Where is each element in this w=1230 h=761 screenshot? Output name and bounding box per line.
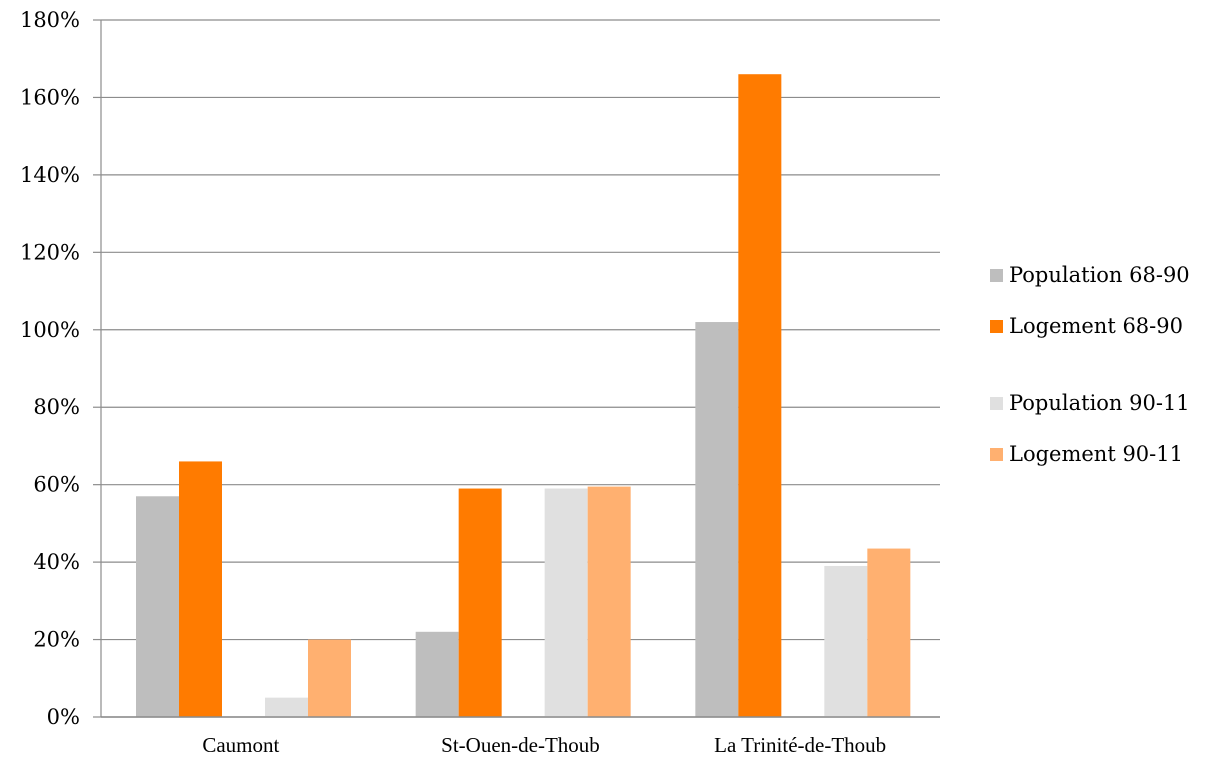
y-tick-label: 60%	[33, 473, 80, 497]
y-tick-label: 80%	[33, 395, 80, 419]
legend-label: Logement 90-11	[1009, 442, 1183, 466]
legend-swatch	[990, 319, 1003, 333]
bar	[179, 461, 222, 717]
bar	[308, 639, 351, 717]
bar	[738, 74, 782, 717]
legend-swatch	[990, 447, 1003, 461]
legend-label: Population 68-90	[1009, 263, 1190, 287]
bar	[824, 565, 868, 717]
legend-item-logement-90-11: Logement 90-11	[990, 441, 1190, 467]
bar	[544, 488, 588, 717]
y-tick-label: 100%	[20, 318, 80, 342]
bar	[415, 631, 459, 717]
legend-item-population-68-90: Population 68-90	[990, 262, 1190, 288]
legend-item-logement-68-90: Logement 68-90	[990, 313, 1190, 339]
x-category-label: Caumont	[202, 733, 279, 757]
legend-swatch	[990, 396, 1003, 410]
bar	[587, 486, 631, 717]
y-axis-ticks: 0% 20% 40% 60% 80% 100% 120% 140% 160% 180%	[20, 8, 80, 729]
legend-label: Logement 68-90	[1009, 314, 1183, 338]
legend: Population 68-90 Logement 68-90 Populati…	[990, 262, 1190, 492]
y-tick-label: 140%	[20, 163, 80, 187]
y-tick-label: 120%	[20, 240, 80, 264]
bar	[867, 548, 911, 717]
y-tick-label: 20%	[33, 628, 80, 652]
legend-label: Population 90-11	[1009, 391, 1190, 415]
bar	[695, 322, 739, 717]
y-tick-label: 160%	[20, 85, 80, 109]
x-axis-categories: Caumont St-Ouen-de-Thoub La Trinité-de-Tho…	[101, 716, 940, 757]
legend-swatch	[990, 268, 1003, 282]
bar	[136, 496, 179, 717]
bar	[458, 488, 502, 717]
y-tick-label: 40%	[33, 550, 80, 574]
bar	[265, 697, 308, 717]
y-tick-label: 180%	[20, 8, 80, 32]
x-category-label: La Trinité-de-Thoub	[714, 733, 886, 757]
y-tick-label: 0%	[47, 705, 80, 729]
bars	[136, 74, 911, 717]
legend-item-population-90-11: Population 90-11	[990, 390, 1190, 416]
x-category-label: St-Ouen-de-Thoub	[441, 733, 600, 757]
